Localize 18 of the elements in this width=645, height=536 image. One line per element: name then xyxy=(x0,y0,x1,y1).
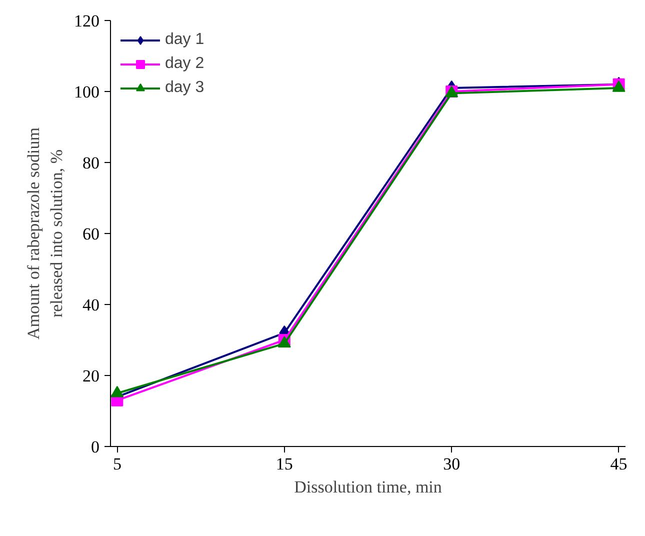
y-tick-label: 100 xyxy=(74,82,100,102)
y-tick-label: 80 xyxy=(82,154,100,172)
point xyxy=(612,80,626,92)
y-tick-label: 120 xyxy=(74,12,100,30)
x-tick-label: 15 xyxy=(276,454,293,474)
point xyxy=(110,386,124,398)
legend-label: day 3 xyxy=(165,79,204,97)
legend-label: day 2 xyxy=(165,55,204,73)
y-tick-label: 60 xyxy=(82,224,100,244)
legend-label: day 1 xyxy=(165,31,204,49)
x-tick-label: 5 xyxy=(112,454,122,474)
y-tick-label: 40 xyxy=(82,296,100,314)
y-axis-title: Amount of rabeprazole sodium released into solution, % xyxy=(24,128,66,340)
x-axis-title: Dissolution time, min xyxy=(294,478,442,496)
x-tick-label: 30 xyxy=(443,454,460,474)
x-tick-label: 45 xyxy=(610,454,628,474)
y-tick-label: 20 xyxy=(82,366,100,386)
y-tick-label: 0 xyxy=(91,438,100,456)
